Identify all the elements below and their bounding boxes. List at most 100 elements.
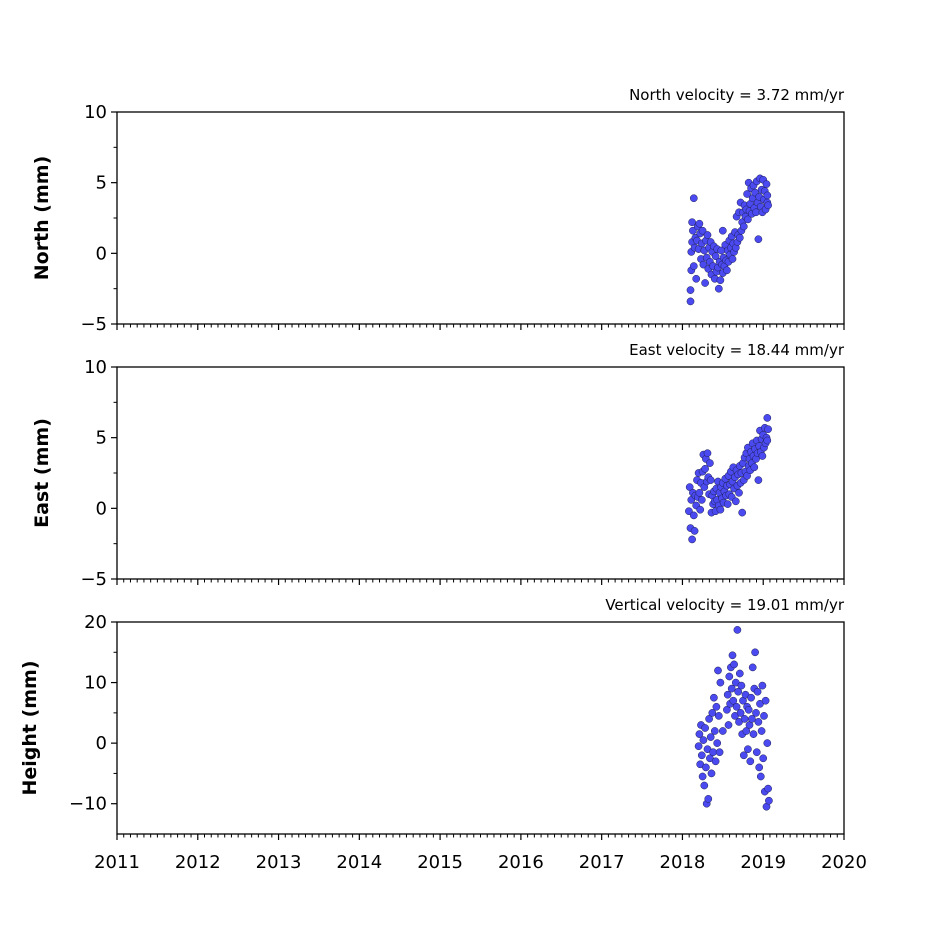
y-tick-label: 0 bbox=[96, 733, 107, 754]
data-point bbox=[737, 681, 746, 690]
y-tick-label: −5 bbox=[80, 314, 107, 335]
data-point bbox=[715, 748, 724, 757]
data-point bbox=[742, 727, 751, 735]
data-point bbox=[730, 660, 738, 669]
data-point bbox=[711, 757, 720, 766]
data-point bbox=[701, 279, 709, 287]
data-point bbox=[757, 727, 766, 735]
data-point bbox=[716, 678, 725, 687]
data-point bbox=[750, 463, 759, 472]
data-point bbox=[739, 751, 748, 760]
data-point bbox=[761, 696, 770, 705]
x-tick-label: 2015 bbox=[417, 852, 463, 873]
data-point bbox=[755, 763, 764, 772]
data-point bbox=[723, 266, 731, 275]
data-point bbox=[692, 274, 701, 283]
panels: North velocity = 3.72 mm/yr North (mm) −5 0… bbox=[19, 86, 867, 873]
data-point bbox=[718, 727, 727, 735]
data-point bbox=[725, 672, 734, 681]
data-point bbox=[739, 222, 748, 231]
panel-3: Vertical velocity = 19.01 mm/yr Height (m… bbox=[19, 596, 867, 873]
data-point bbox=[702, 763, 710, 772]
data-point bbox=[759, 754, 768, 763]
data-point bbox=[695, 219, 704, 228]
data-point bbox=[760, 712, 768, 720]
data-point bbox=[709, 748, 717, 757]
data-point bbox=[712, 702, 721, 711]
data-point bbox=[689, 194, 698, 203]
data-point bbox=[696, 505, 705, 514]
data-point bbox=[724, 721, 733, 729]
data-point bbox=[716, 505, 725, 514]
data-point bbox=[708, 709, 717, 717]
y-tick-label: −10 bbox=[69, 794, 107, 815]
data-point bbox=[744, 215, 752, 224]
data-point bbox=[716, 276, 725, 285]
x-tick-label: 2013 bbox=[256, 852, 302, 873]
data-point bbox=[699, 736, 708, 744]
y-tick-label: 10 bbox=[84, 102, 107, 123]
data-point bbox=[765, 796, 773, 805]
data-point bbox=[701, 464, 709, 473]
data-point bbox=[705, 715, 713, 723]
data-point bbox=[752, 709, 760, 717]
y-axis-label: Height (mm) bbox=[19, 660, 41, 795]
data-point bbox=[728, 255, 737, 263]
data-point bbox=[758, 452, 767, 460]
data-point bbox=[763, 191, 772, 200]
data-point bbox=[763, 739, 772, 747]
data-point bbox=[746, 757, 755, 766]
y-tick-label: 0 bbox=[96, 498, 107, 519]
data-point bbox=[695, 488, 704, 497]
y-axis-label: North (mm) bbox=[31, 156, 53, 281]
data-point bbox=[689, 262, 698, 270]
data-point bbox=[744, 745, 752, 754]
data-point bbox=[703, 231, 712, 239]
data-point bbox=[707, 769, 716, 778]
data-point bbox=[727, 684, 736, 693]
data-point bbox=[756, 772, 765, 781]
data-point bbox=[735, 669, 744, 678]
data-point bbox=[686, 286, 695, 294]
data-point bbox=[704, 795, 713, 803]
data-point bbox=[688, 535, 696, 544]
data-point bbox=[698, 772, 707, 781]
data-points bbox=[686, 174, 772, 306]
data-point bbox=[706, 476, 715, 484]
data-point bbox=[743, 190, 751, 198]
data-point bbox=[729, 696, 738, 705]
y-tick-label: 0 bbox=[96, 243, 107, 264]
data-point bbox=[701, 724, 709, 732]
data-point bbox=[703, 449, 712, 458]
data-point bbox=[752, 748, 761, 757]
data-point bbox=[731, 497, 740, 506]
data-point bbox=[735, 233, 744, 242]
data-point bbox=[695, 730, 704, 738]
panel-title: Vertical velocity = 19.01 mm/yr bbox=[605, 596, 845, 614]
panel-title: East velocity = 18.44 mm/yr bbox=[629, 341, 845, 359]
data-point bbox=[747, 693, 755, 702]
x-tick-label: 2019 bbox=[740, 852, 786, 873]
data-point bbox=[744, 705, 753, 714]
data-point bbox=[685, 507, 693, 516]
data-point bbox=[764, 425, 772, 434]
data-point bbox=[754, 718, 763, 726]
y-tick-label: 5 bbox=[96, 173, 107, 194]
data-point bbox=[753, 687, 762, 696]
data-point bbox=[710, 727, 719, 735]
data-point bbox=[700, 781, 709, 790]
data-point bbox=[723, 705, 731, 714]
data-point bbox=[754, 235, 763, 244]
data-point bbox=[697, 751, 706, 760]
data-point bbox=[694, 742, 703, 751]
data-point bbox=[688, 218, 696, 227]
data-point bbox=[736, 709, 745, 717]
data-point bbox=[754, 476, 763, 484]
data-point bbox=[706, 733, 715, 741]
data-point bbox=[748, 715, 756, 723]
data-point bbox=[686, 297, 695, 306]
data-point bbox=[740, 715, 749, 723]
data-point bbox=[748, 663, 757, 672]
